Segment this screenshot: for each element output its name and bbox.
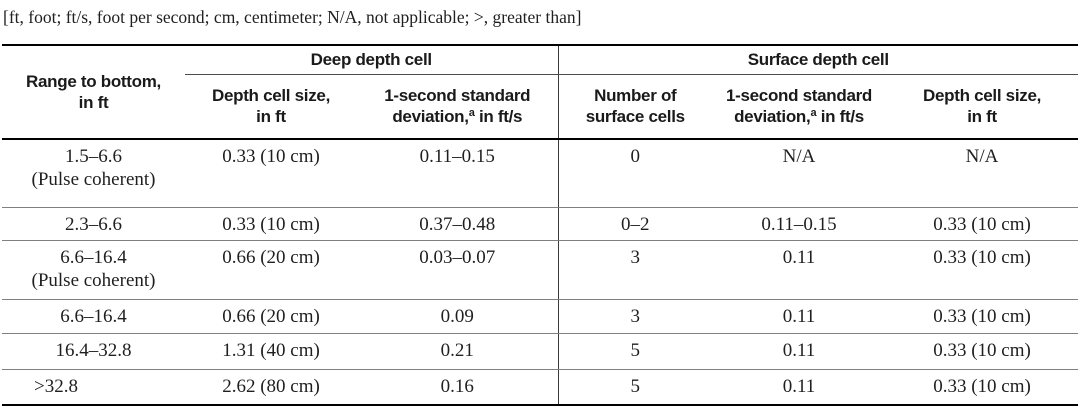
footnote-marker-a: a — [468, 107, 475, 120]
table-row: 2.3–6.6 0.33 (10 cm) 0.37–0.48 0–2 0.11–… — [2, 207, 1079, 241]
column-header-surface-cell-size: Depth cell size, in ft — [886, 74, 1079, 140]
cell-number-of-surface-cells: 3 — [557, 299, 712, 334]
header-units: in ft/s — [474, 107, 523, 127]
cell-deep-standard-deviation: 0.21 — [357, 333, 558, 370]
range-note: (Pulse coherent) — [31, 169, 156, 190]
cell-surface-cell-size: 0.33 (10 cm) — [886, 299, 1079, 334]
header-line: Depth cell size, — [211, 86, 331, 106]
cell-surface-standard-deviation: N/A — [712, 139, 886, 208]
header-line: in ft — [967, 107, 997, 127]
range-value: 6.6–16.4 — [60, 305, 127, 327]
table-row: 16.4–32.8 1.31 (40 cm) 0.21 5 0.11 0.33 … — [2, 333, 1079, 370]
column-header-surface-standard-deviation: 1-second standard deviation,a in ft/s — [712, 74, 886, 140]
cell-number-of-surface-cells: 5 — [557, 333, 712, 370]
header-line: deviation, — [734, 107, 811, 127]
table-header: Range to bottom, in ft Deep depth cell S… — [2, 45, 1079, 140]
cell-number-of-surface-cells: 0–2 — [557, 207, 712, 241]
sub-header-row: Depth cell size, in ft 1-second standard… — [2, 74, 1079, 140]
cell-surface-standard-deviation: 0.11 — [712, 333, 886, 370]
cell-surface-cell-size: N/A — [886, 139, 1079, 208]
range-value: 1.5–6.6 — [65, 146, 122, 167]
header-line: in ft — [256, 107, 286, 127]
group-header-deep-depth-cell: Deep depth cell — [185, 45, 558, 75]
cell-number-of-surface-cells: 5 — [557, 369, 712, 406]
cell-range: 1.5–6.6 (Pulse coherent) — [2, 139, 185, 208]
cell-surface-standard-deviation: 0.11 — [712, 240, 886, 300]
header-line: surface cells — [585, 107, 685, 127]
range-value: 16.4–32.8 — [55, 339, 132, 361]
group-header-surface-depth-cell: Surface depth cell — [557, 45, 1079, 75]
cell-surface-standard-deviation: 0.11 — [712, 369, 886, 406]
header-units: in ft/s — [816, 107, 865, 127]
header-line: deviation, — [392, 107, 469, 127]
cell-number-of-surface-cells: 3 — [557, 240, 712, 300]
cell-surface-cell-size: 0.33 (10 cm) — [886, 369, 1079, 406]
table-row: 6.6–16.4 0.66 (20 cm) 0.09 3 0.11 0.33 (… — [2, 299, 1079, 334]
column-header-number-of-surface-cells: Number of surface cells — [557, 74, 712, 140]
cell-deep-cell-size: 0.33 (10 cm) — [185, 207, 357, 241]
cell-deep-cell-size: 0.66 (20 cm) — [185, 299, 357, 334]
cell-deep-standard-deviation: 0.37–0.48 — [357, 207, 558, 241]
cell-deep-standard-deviation: 0.11–0.15 — [357, 139, 558, 208]
table-body: 1.5–6.6 (Pulse coherent) 0.33 (10 cm) 0.1… — [2, 139, 1079, 406]
cell-range: 6.6–16.4 (Pulse coherent) — [2, 240, 185, 300]
column-header-deep-cell-size: Depth cell size, in ft — [185, 74, 357, 140]
footnote-marker-a: a — [810, 107, 817, 120]
cell-deep-cell-size: 1.31 (40 cm) — [185, 333, 357, 370]
cell-deep-standard-deviation: 0.16 — [357, 369, 558, 406]
cell-number-of-surface-cells: 0 — [557, 139, 712, 208]
cell-deep-cell-size: 0.66 (20 cm) — [185, 240, 357, 300]
cell-range: 16.4–32.8 — [2, 333, 185, 370]
cell-surface-cell-size: 0.33 (10 cm) — [886, 207, 1079, 241]
cell-surface-standard-deviation: 0.11–0.15 — [712, 207, 886, 241]
column-header-range-to-bottom: Range to bottom, in ft — [2, 45, 185, 140]
range-value: >32.8 — [34, 375, 78, 397]
range-note: (Pulse coherent) — [31, 269, 156, 291]
group-header-row: Range to bottom, in ft Deep depth cell S… — [2, 45, 1079, 140]
cell-range: 2.3–6.6 — [2, 207, 185, 241]
header-line: Depth cell size, — [923, 86, 1042, 106]
table-row: 1.5–6.6 (Pulse coherent) 0.33 (10 cm) 0.1… — [2, 139, 1079, 208]
cell-deep-standard-deviation: 0.09 — [357, 299, 558, 334]
header-line: Number of — [594, 86, 677, 106]
range-header-line2: in ft — [78, 93, 109, 112]
cell-deep-cell-size: 2.62 (80 cm) — [185, 369, 357, 406]
table-row: >32.8 2.62 (80 cm) 0.16 5 0.11 0.33 (10 … — [2, 369, 1079, 406]
cell-range: 6.6–16.4 — [2, 299, 185, 334]
depth-cell-spec-table: Range to bottom, in ft Deep depth cell S… — [2, 44, 1079, 406]
cell-surface-cell-size: 0.33 (10 cm) — [886, 240, 1079, 300]
header-line: 1-second standard — [384, 86, 531, 106]
column-header-deep-standard-deviation: 1-second standard deviation,a in ft/s — [357, 74, 558, 140]
table-row: 6.6–16.4 (Pulse coherent) 0.66 (20 cm) 0.… — [2, 240, 1079, 300]
range-header-line1: Range to bottom, — [26, 72, 161, 91]
units-caption: [ft, foot; ft/s, foot per second; cm, ce… — [3, 7, 582, 27]
cell-deep-standard-deviation: 0.03–0.07 — [357, 240, 558, 300]
cell-surface-cell-size: 0.33 (10 cm) — [886, 333, 1079, 370]
cell-range: >32.8 — [2, 369, 185, 406]
range-value: 6.6–16.4 — [60, 246, 127, 268]
cell-surface-standard-deviation: 0.11 — [712, 299, 886, 334]
range-value: 2.3–6.6 — [65, 213, 122, 235]
cell-deep-cell-size: 0.33 (10 cm) — [185, 139, 357, 208]
header-line: 1-second standard — [725, 86, 873, 106]
